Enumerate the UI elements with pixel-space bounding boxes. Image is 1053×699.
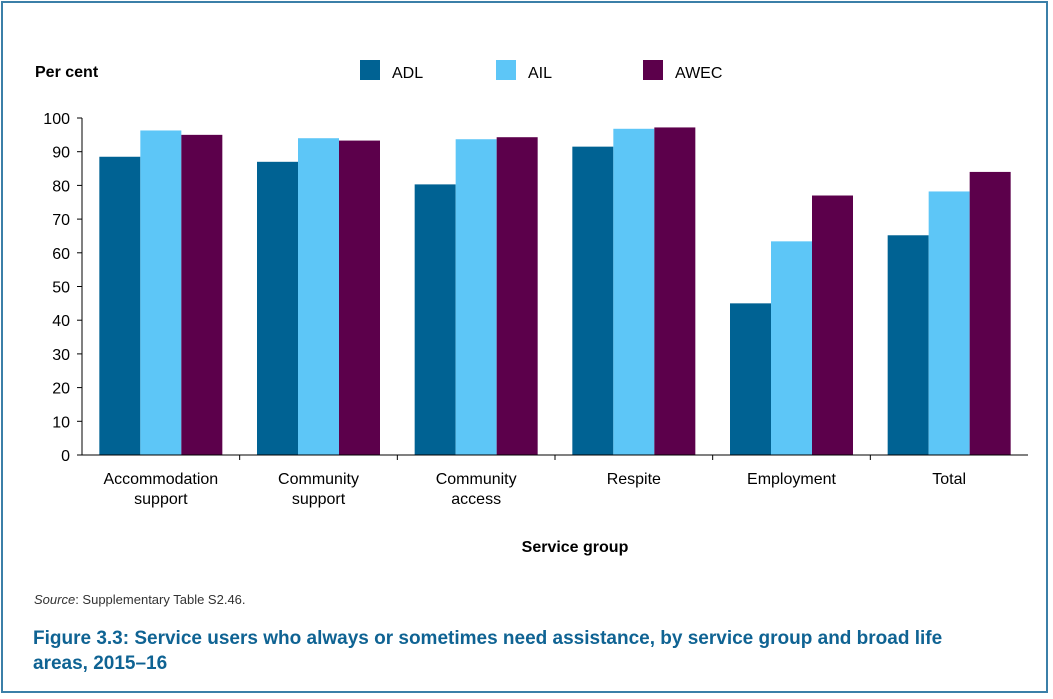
source-text: : Supplementary Table S2.46. xyxy=(75,592,246,607)
bar-adl-5 xyxy=(887,235,929,455)
bar-ail-3 xyxy=(613,128,655,455)
y-tick-label: 50 xyxy=(52,280,70,297)
bar-awec-1 xyxy=(339,140,380,456)
x-tick-label-line: Total xyxy=(932,471,966,488)
bar-adl-2 xyxy=(414,184,456,455)
legend-swatch-ail xyxy=(496,60,516,80)
bar-awec-0 xyxy=(181,134,223,455)
bar-awec-2 xyxy=(496,137,538,456)
bar-awec-3 xyxy=(654,127,696,455)
x-tick-label-line: access xyxy=(451,491,501,508)
x-tick-label: Community access xyxy=(436,471,517,508)
bar-awec-4 xyxy=(812,195,853,455)
y-axis-label: Per cent xyxy=(35,64,99,81)
bar-adl-0 xyxy=(99,156,141,455)
y-tick-label: 100 xyxy=(43,111,70,128)
legend-swatch-awec xyxy=(643,60,663,80)
x-tick-label: Respite xyxy=(607,471,661,488)
x-tick-label-line: support xyxy=(134,491,188,508)
x-tick-label-line: Employment xyxy=(747,471,836,488)
bars xyxy=(99,127,1011,456)
x-tick-label-line: Community xyxy=(278,471,359,488)
y-tick-label: 90 xyxy=(52,145,70,162)
legend-label-adl: ADL xyxy=(392,65,423,82)
y-axis: 0 10 20 30 40 50 60 70 80 90 100 xyxy=(43,111,83,465)
y-tick-label: 30 xyxy=(52,347,70,364)
bar-adl-4 xyxy=(730,303,771,455)
legend-label-ail: AIL xyxy=(528,65,552,82)
x-tick-label: Community support xyxy=(278,471,359,508)
x-tick-label-line: Respite xyxy=(607,471,661,488)
figure-caption: Figure 3.3: Service users who always or … xyxy=(33,628,943,674)
bar-chart: ADL AIL AWEC Per cent 0 10 20 30 40 50 60 70 80 90 1… xyxy=(35,60,1028,556)
y-tick-label: 70 xyxy=(52,212,70,229)
legend-swatch-adl xyxy=(360,60,380,80)
source-note: Source: Supplementary Table S2.46. xyxy=(34,592,246,607)
bar-ail-2 xyxy=(455,139,497,455)
x-tick-label: Employment xyxy=(747,471,836,488)
y-tick-label: 80 xyxy=(52,178,70,195)
bar-ail-0 xyxy=(140,130,182,455)
x-tick-label: Accommodation support xyxy=(103,471,218,508)
legend-label-awec: AWEC xyxy=(675,65,722,82)
x-tick-label-line: Accommodation xyxy=(103,471,218,488)
y-tick-label: 10 xyxy=(52,414,70,431)
x-tick-label-line: support xyxy=(292,491,346,508)
legend: ADL AIL AWEC xyxy=(360,60,722,82)
bar-ail-5 xyxy=(928,191,970,455)
bar-ail-1 xyxy=(298,138,339,455)
bar-adl-1 xyxy=(257,161,298,455)
bar-awec-5 xyxy=(969,171,1011,456)
x-tick-label: Total xyxy=(932,471,966,488)
x-tick-label-line: Community xyxy=(436,471,517,488)
x-axis-label: Service group xyxy=(522,539,629,556)
y-tick-label: 20 xyxy=(52,381,70,398)
y-tick-label: 40 xyxy=(52,313,70,330)
source-label: Source xyxy=(34,592,76,607)
y-tick-label: 60 xyxy=(52,246,70,263)
bar-adl-3 xyxy=(572,146,614,455)
bar-ail-4 xyxy=(771,241,812,455)
y-tick-label: 0 xyxy=(61,448,70,465)
